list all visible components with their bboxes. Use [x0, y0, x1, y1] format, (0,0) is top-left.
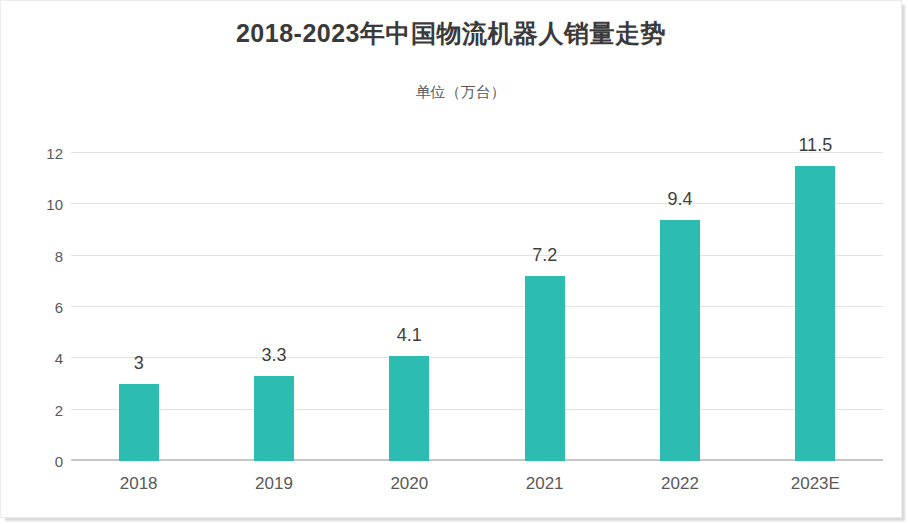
x-axis: 201820192020202120222023E: [71, 461, 883, 494]
bar-value-label: 9.4: [667, 190, 692, 208]
y-tick-label: 4: [55, 351, 63, 366]
legend-label: 单位（万台）: [416, 83, 506, 102]
x-tick-label: 2020: [342, 474, 477, 494]
x-tick-label: 2019: [206, 474, 341, 494]
bar-value-label: 11.5: [798, 136, 832, 154]
chart-title: 2018-2023年中国物流机器人销量走势: [1, 17, 901, 50]
bar: [660, 220, 700, 461]
y-tick-label: 12: [46, 146, 63, 161]
bar-value-label: 3: [134, 354, 144, 372]
bar-column: 7.2: [477, 153, 612, 461]
bar-column: 3: [71, 153, 206, 461]
bar: [389, 356, 429, 461]
x-tick-label: 2021: [477, 474, 612, 494]
chart-card: 2018-2023年中国物流机器人销量走势 单位（万台） 0 2 4 6 8 10 12 3…: [0, 0, 902, 518]
y-tick-label: 0: [55, 454, 63, 469]
bar-value-label: 4.1: [397, 326, 422, 344]
plot-area: 33.34.17.29.411.5 2018201920202021202220…: [71, 153, 883, 461]
bar: [254, 376, 294, 461]
bar: [119, 384, 159, 461]
y-tick-label: 6: [55, 300, 63, 315]
y-tick-label: 10: [46, 197, 63, 212]
legend-swatch-icon: [397, 87, 409, 99]
bar-value-label: 3.3: [261, 346, 286, 364]
bar-column: 4.1: [342, 153, 477, 461]
x-tick-label: 2022: [612, 474, 747, 494]
bar-value-label: 7.2: [532, 246, 557, 264]
bar-column: 3.3: [206, 153, 341, 461]
bar: [525, 276, 565, 461]
x-tick-label: 2018: [71, 474, 206, 494]
bars-row: 3 3.3 4.1 7.2 9.4 11.5: [71, 153, 883, 461]
x-tick-label: 2023E: [748, 474, 883, 494]
legend: 单位（万台）: [1, 83, 901, 102]
y-axis: 024681012: [19, 153, 63, 461]
bar-column: 11.5: [748, 153, 883, 461]
bar: [795, 166, 835, 461]
bar-column: 9.4: [612, 153, 747, 461]
y-tick-label: 2: [55, 402, 63, 417]
y-tick-label: 8: [55, 248, 63, 263]
